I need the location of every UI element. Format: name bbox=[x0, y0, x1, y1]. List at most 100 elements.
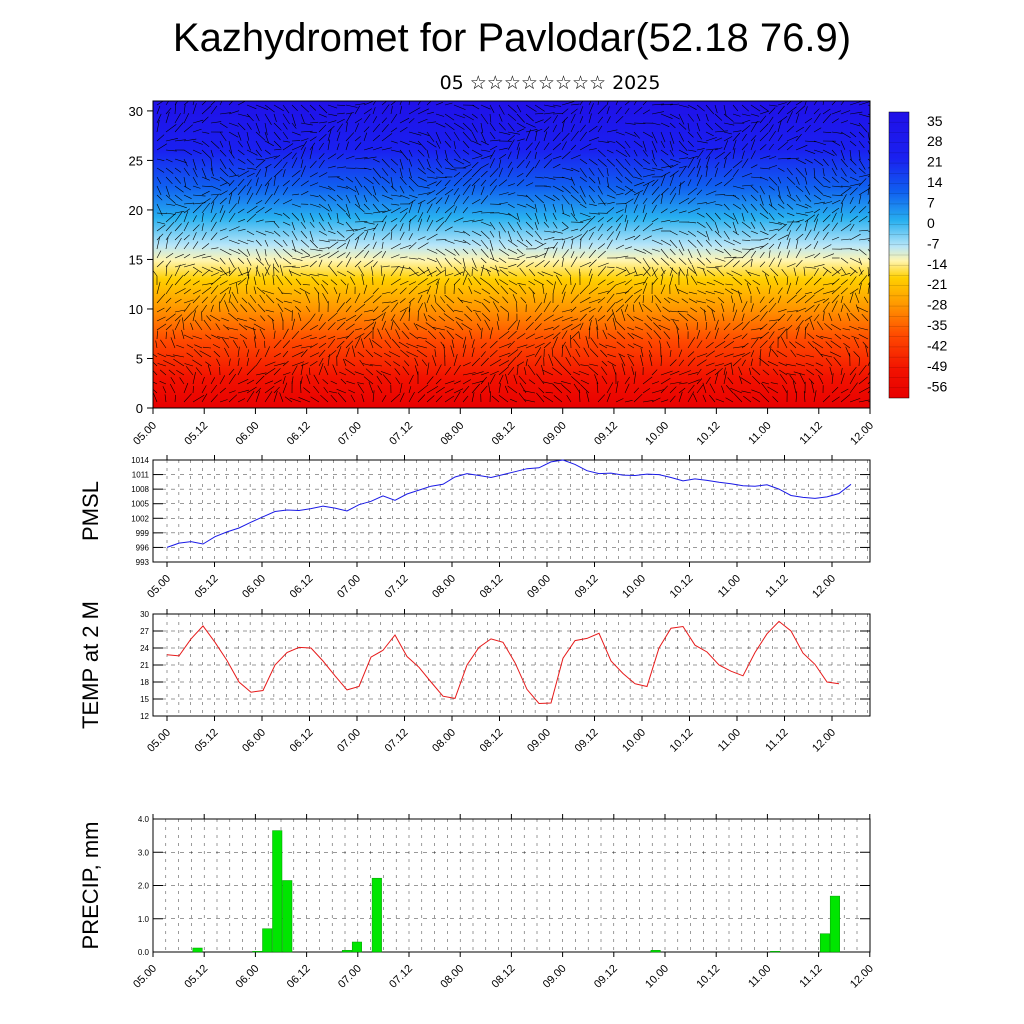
wind-vector bbox=[705, 331, 711, 340]
wind-vector bbox=[165, 149, 177, 152]
wind-vector bbox=[219, 375, 226, 385]
wind-vector bbox=[165, 283, 173, 295]
wind-vector bbox=[282, 113, 290, 125]
wind-vector bbox=[822, 282, 835, 286]
wind-vector bbox=[336, 239, 347, 242]
wind-vector bbox=[303, 387, 311, 394]
wind-vector bbox=[372, 146, 383, 151]
y-tick-label: 30 bbox=[140, 610, 149, 619]
wind-vector bbox=[174, 167, 182, 173]
x-tick-label: 07.00 bbox=[336, 420, 364, 448]
wind-vector bbox=[512, 294, 518, 304]
wind-vector bbox=[678, 197, 690, 205]
wind-vector bbox=[228, 257, 235, 268]
wind-vector bbox=[615, 115, 624, 124]
wind-vector bbox=[417, 289, 429, 295]
wind-vector bbox=[318, 259, 323, 268]
wind-vector bbox=[831, 149, 837, 156]
wind-vector bbox=[565, 345, 572, 358]
wind-vector bbox=[471, 113, 478, 119]
wind-vector bbox=[450, 345, 455, 358]
wind-vector bbox=[408, 201, 414, 214]
wind-vector bbox=[552, 113, 563, 115]
wind-vector bbox=[388, 351, 401, 358]
wind-vector bbox=[780, 336, 788, 349]
wind-vector bbox=[417, 294, 423, 304]
wind-vector bbox=[390, 299, 398, 304]
wind-vector bbox=[867, 281, 870, 286]
wind-vector bbox=[300, 334, 312, 340]
wind-vector bbox=[165, 297, 172, 304]
wind-vector bbox=[471, 131, 478, 143]
wind-vector bbox=[669, 173, 675, 187]
wind-vector bbox=[345, 185, 357, 192]
wind-vector bbox=[786, 212, 795, 216]
wind-vector bbox=[165, 185, 170, 197]
wind-vector bbox=[606, 149, 614, 154]
wind-vector bbox=[201, 393, 208, 403]
colorbar-label: 21 bbox=[927, 154, 943, 170]
wind-vector bbox=[309, 248, 323, 252]
wind-vector bbox=[435, 278, 440, 286]
wind-vector bbox=[705, 291, 716, 295]
wind-vector bbox=[363, 212, 373, 215]
wind-vector bbox=[408, 257, 419, 260]
wind-vector bbox=[435, 113, 445, 117]
wind-vector bbox=[372, 232, 376, 241]
wind-vector bbox=[262, 273, 266, 286]
wind-vector bbox=[804, 140, 817, 143]
wind-vector bbox=[255, 104, 269, 110]
wind-vector bbox=[282, 180, 290, 187]
wind-vector bbox=[390, 224, 398, 232]
wind-vector bbox=[192, 224, 200, 232]
wind-vector bbox=[354, 212, 361, 221]
wind-vector bbox=[408, 285, 418, 295]
wind-vector bbox=[507, 183, 516, 187]
wind-vector bbox=[552, 124, 557, 133]
wind-vector bbox=[372, 134, 381, 142]
wind-vector bbox=[705, 299, 716, 304]
wind-vector bbox=[481, 288, 491, 295]
x-tick-label: 12.00 bbox=[848, 420, 876, 448]
wind-vector bbox=[480, 154, 493, 160]
wind-vector bbox=[570, 131, 579, 142]
wind-vector bbox=[750, 303, 754, 313]
wind-vector bbox=[795, 294, 807, 304]
wind-vector bbox=[840, 194, 847, 205]
wind-vector bbox=[831, 278, 840, 286]
wind-vector bbox=[183, 185, 192, 191]
wind-vector bbox=[831, 285, 841, 295]
wind-vector bbox=[201, 269, 211, 277]
wind-vector bbox=[255, 239, 262, 247]
wind-vector bbox=[789, 341, 797, 349]
wind-vector bbox=[210, 257, 219, 262]
wind-vector bbox=[588, 249, 597, 259]
colorbar-label: 14 bbox=[927, 174, 943, 190]
wind-vector bbox=[358, 266, 365, 277]
wind-vector bbox=[381, 242, 384, 250]
wind-vector bbox=[723, 177, 734, 187]
wind-vector bbox=[867, 239, 870, 242]
wind-vector bbox=[696, 189, 703, 196]
wind-vector bbox=[759, 237, 769, 241]
wind-vector bbox=[840, 257, 849, 264]
wind-vector bbox=[669, 186, 677, 196]
wind-vector bbox=[642, 167, 655, 172]
wind-vector bbox=[291, 331, 300, 340]
wind-vector bbox=[264, 257, 269, 266]
wind-vector bbox=[714, 248, 724, 253]
wind-vector bbox=[588, 167, 595, 176]
wind-vector bbox=[228, 248, 241, 255]
wind-vector bbox=[599, 343, 608, 349]
wind-vector bbox=[570, 306, 577, 313]
colorbar-label: 35 bbox=[927, 113, 943, 129]
wind-vector bbox=[579, 389, 581, 403]
wind-vector bbox=[363, 203, 370, 211]
wind-vector bbox=[804, 214, 816, 223]
wind-vector bbox=[489, 158, 495, 169]
wind-vector bbox=[497, 313, 500, 322]
wind-vector bbox=[705, 362, 715, 367]
wind-vector bbox=[489, 284, 500, 295]
wind-vector bbox=[176, 344, 185, 349]
